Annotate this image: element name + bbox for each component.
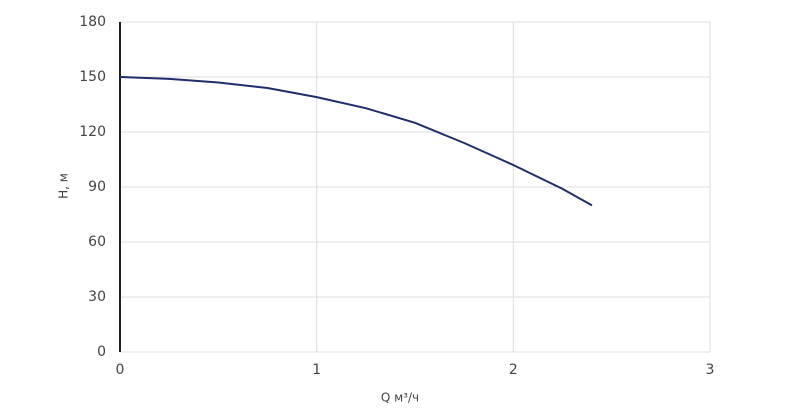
y-tick-label: 120 (79, 124, 106, 140)
x-tick-label: 0 (116, 362, 125, 378)
y-tick-label: 90 (88, 179, 106, 195)
y-tick-label: 0 (97, 344, 106, 360)
line-series (119, 76, 593, 207)
y-tick-label: 180 (79, 14, 106, 30)
y-tick-label: 30 (88, 289, 106, 305)
x-tick-label: 3 (706, 362, 715, 378)
x-tick-label: 1 (312, 362, 321, 378)
y-tick-label: 150 (79, 69, 106, 85)
x-tick-label: 2 (509, 362, 518, 378)
y-tick-label: 60 (88, 234, 106, 250)
y-axis-label: H, м (57, 173, 71, 199)
x-axis-label: Q м³/ч (381, 391, 419, 405)
